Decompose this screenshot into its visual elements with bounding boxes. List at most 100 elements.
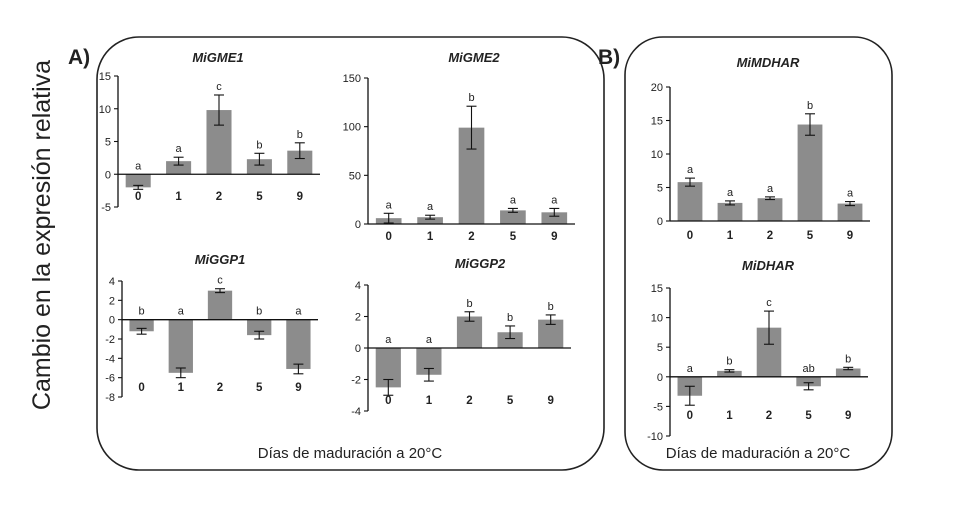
significance-letter: a [687,164,694,176]
significance-letter: a [551,194,558,206]
significance-letter: a [295,306,302,318]
y-tick-label: 2 [355,312,361,324]
bar [541,212,568,224]
bar [166,161,192,175]
chart-midhar: MiDHAR -10 -5 0 5 10 15 a 0 b 1 c 2 ab 5 b 9 [647,258,868,443]
y-tick-label: 5 [657,183,663,195]
panel-a-x-axis-label: Días de maduración a 20°C [258,445,443,462]
y-tick-label: 4 [355,280,361,292]
y-tick-label: -4 [105,353,115,365]
significance-letter: b [726,356,732,368]
y-tick-label: 10 [651,149,663,161]
significance-letter: a [426,334,433,346]
significance-letter: b [466,298,472,310]
y-tick-label: -5 [101,202,111,214]
significance-letter: a [427,201,434,213]
y-tick-label: -2 [105,334,115,346]
category-label: 2 [217,382,223,394]
significance-letter: b [507,312,513,324]
significance-letter: a [135,160,142,172]
category-label: 1 [175,191,182,203]
bar [796,376,821,387]
category-label: 5 [256,382,263,394]
category-label: 0 [138,382,144,394]
significance-letter: ab [802,363,814,375]
y-tick-label: 10 [651,313,663,325]
significance-letter: b [256,139,262,151]
category-label: 1 [427,231,434,243]
category-label: 5 [507,395,514,407]
y-tick-label: 0 [657,372,663,384]
category-label: 1 [426,395,433,407]
y-tick-label: 2 [109,295,115,307]
significance-letter: a [510,194,517,206]
significance-letter: a [687,363,694,375]
y-tick-label: 0 [109,315,115,327]
bar [287,150,313,175]
significance-letter: c [216,81,222,93]
significance-letter: b [139,306,145,318]
bar [168,319,193,373]
bar [837,203,863,221]
significance-letter: b [468,92,474,104]
chart-title: MiGGP1 [195,252,246,267]
category-label: 2 [767,230,773,242]
category-label: 0 [135,191,141,203]
category-label: 5 [256,191,263,203]
significance-letter: c [766,297,772,309]
bar [717,202,743,221]
significance-letter: a [176,143,183,155]
category-label: 9 [547,395,553,407]
chart-migme2: MiGME2 0 50 100 150 a 0 a 1 b 2 a 5 a 9 [343,50,575,243]
y-tick-label: 0 [657,216,663,228]
y-tick-label: 4 [109,276,115,288]
y-tick-label: 15 [651,283,663,295]
y-tick-label: 10 [99,104,111,116]
significance-letter: b [807,100,813,112]
significance-letter: a [178,306,185,318]
bar [286,319,311,369]
category-label: 0 [687,230,693,242]
chart-title: MiGGP2 [455,256,506,271]
category-label: 2 [216,191,222,203]
chart-title: MiMDHAR [737,55,800,70]
bar [246,159,272,175]
bar [417,217,443,224]
category-label: 1 [727,230,734,242]
y-tick-label: 0 [105,169,111,181]
category-label: 0 [385,395,391,407]
significance-letter: b [256,306,262,318]
category-label: 5 [805,410,812,422]
y-tick-label: -8 [105,392,115,404]
bar [129,319,154,332]
y-tick-label: 0 [355,219,361,231]
category-label: 5 [807,230,814,242]
y-tick-label: 20 [651,82,663,94]
chart-mimdhar: MiMDHAR 0 5 10 15 20 a 0 a 1 a 2 b 5 a 9 [651,55,870,242]
category-label: 1 [726,410,733,422]
bar [797,124,823,221]
category-label: 9 [551,231,557,243]
bar [125,174,151,188]
significance-letter: b [548,301,554,313]
y-tick-label: 5 [657,342,663,354]
y-tick-label: 50 [349,170,361,182]
bar [835,368,861,377]
y-tick-label: 15 [99,71,111,83]
bar [207,290,233,320]
y-tick-label: -10 [647,431,663,443]
y-tick-label: -5 [653,401,663,413]
bar [757,198,783,221]
significance-letter: a [385,334,392,346]
significance-letter: c [217,275,223,287]
panel-b-frame [624,36,893,471]
significance-letter: b [845,353,851,365]
category-label: 0 [385,231,391,243]
category-label: 9 [847,230,853,242]
significance-letter: a [767,183,774,195]
chart-title: MiGME2 [448,50,500,65]
significance-letter: a [727,187,734,199]
category-label: 9 [295,382,301,394]
